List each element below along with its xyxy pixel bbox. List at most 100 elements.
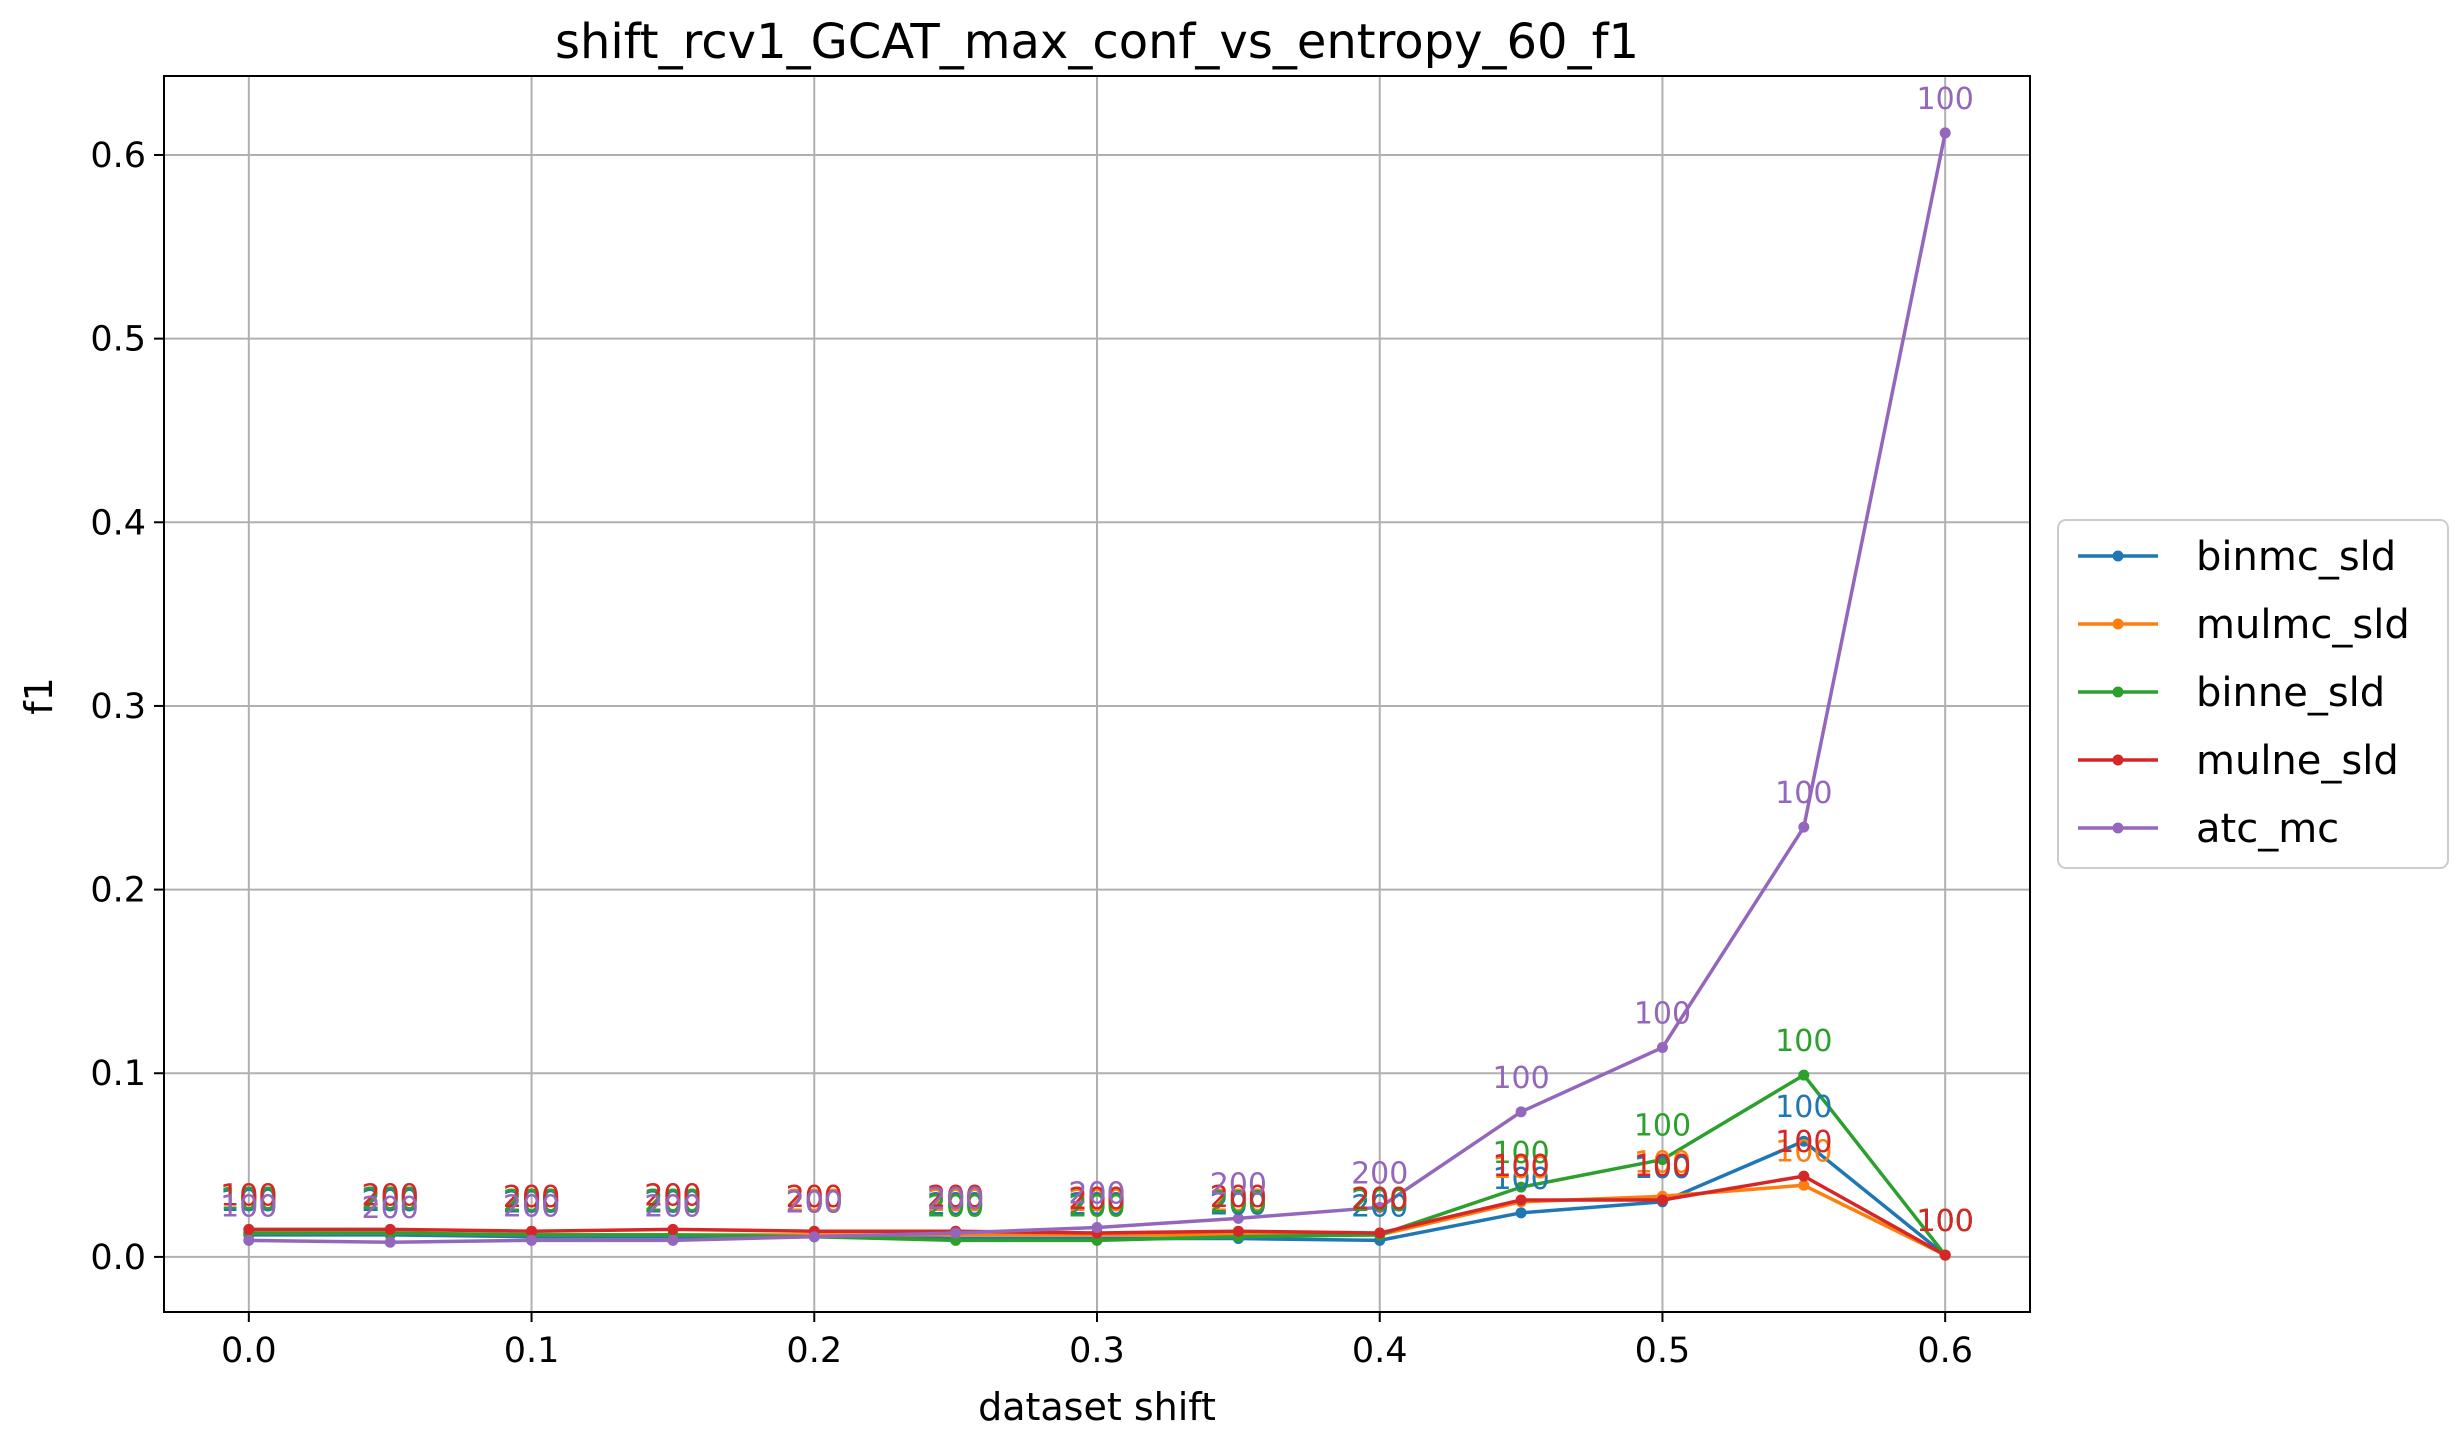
data-point [384,1236,396,1248]
x-tick-label: 0.6 [1917,1331,1973,1371]
point-label: 100 [1775,1090,1832,1125]
x-axis-label: dataset shift [978,1385,1216,1429]
data-point [950,1227,962,1239]
x-tick-label: 0.0 [221,1331,277,1371]
series-atc_mc [243,127,1951,1248]
point-label: 200 [1351,1189,1408,1224]
data-point [1515,1194,1527,1206]
point-label: 200 [362,1184,419,1219]
point-label: 100 [1634,1151,1691,1186]
data-point [243,1223,255,1235]
y-tick-label: 0.3 [90,687,146,727]
y-tick-label: 0.5 [90,320,146,360]
point-label: 100 [1492,1151,1549,1186]
point-label: 100 [220,1182,277,1217]
data-point [526,1234,538,1246]
point-label: 100 [1775,776,1832,811]
point-label: 200 [503,1189,560,1224]
data-point [1798,821,1810,833]
y-tick-label: 0.4 [90,503,146,543]
point-label: 200 [644,1178,701,1213]
data-point [1656,1194,1668,1206]
point-label: 200 [1068,1184,1125,1219]
y-tick-label: 0.2 [90,871,146,911]
data-point [526,1225,538,1237]
data-point [1515,1181,1527,1193]
point-label: 100 [220,1178,277,1213]
data-point [1656,1042,1668,1054]
data-point [1515,1106,1527,1118]
data-point [1232,1212,1244,1224]
point-label: 200 [927,1182,984,1217]
legend-marker [2112,754,2124,766]
x-tick-label: 0.2 [786,1331,842,1371]
legend-label: mulmc_sld [2196,602,2410,648]
x-tick-label: 0.4 [1352,1331,1408,1371]
point-label: 200 [503,1180,560,1215]
point-label: 200 [362,1178,419,1213]
legend-label: mulne_sld [2196,738,2399,784]
point-label: 100 [1492,1136,1549,1171]
legend-item: mulmc_sld [2078,602,2410,648]
point-label: 200 [1351,1182,1408,1217]
x-tick-label: 0.3 [1069,1331,1125,1371]
data-point [808,1231,820,1243]
point-label: 200 [927,1180,984,1215]
point-label: 200 [786,1186,843,1221]
point-label: 200 [503,1186,560,1221]
chart-title: shift_rcv1_GCAT_max_conf_vs_entropy_60_f… [555,14,1639,70]
point-label: 100 [1775,1125,1832,1160]
data-point [1939,127,1951,139]
data-point [1515,1207,1527,1219]
point-label: 200 [644,1184,701,1219]
point-label: 200 [503,1184,560,1219]
point-label: 200 [786,1186,843,1221]
legend-label: atc_mc [2196,806,2339,852]
point-label: 200 [362,1191,419,1226]
legend-item: atc_mc [2078,806,2339,852]
point-label: 200 [1068,1188,1125,1223]
legend-item: mulne_sld [2078,738,2399,784]
point-label: 100 [1634,1109,1691,1144]
point-label: 100 [1492,1162,1549,1197]
legend-label: binne_sld [2196,670,2385,716]
point-label: 200 [362,1182,419,1217]
x-tick-label: 0.1 [504,1331,560,1371]
point-label: 100 [1492,1149,1549,1184]
data-point [1091,1222,1103,1234]
point-label: 200 [644,1184,701,1219]
x-tick-label: 0.5 [1635,1331,1691,1371]
y-tick-label: 0.0 [90,1238,146,1278]
y-axis-ticks: 0.0 0.1 0.2 0.3 0.4 0.5 0.6 [90,136,164,1278]
data-point [1798,1069,1810,1081]
point-label: 100 [1775,1134,1832,1169]
point-label: 200 [1210,1167,1267,1202]
point-label: 200 [1210,1188,1267,1223]
point-label: 100 [1492,1061,1549,1096]
point-label: 100 [1634,1145,1691,1180]
legend-marker [2112,686,2124,698]
point-label: 100 [1917,1204,1974,1239]
legend-box [2057,519,2449,869]
point-label: 100 [1775,1024,1832,1059]
data-point [1374,1227,1386,1239]
point-label: 200 [786,1186,843,1221]
x-axis-ticks: 0.0 0.1 0.2 0.3 0.4 0.5 0.6 [221,1312,1973,1371]
point-label: 200 [1210,1180,1267,1215]
point-label: 200 [927,1188,984,1223]
data-point [384,1223,396,1235]
data-point [243,1234,255,1246]
gridlines [164,76,2030,1312]
point-label: 200 [1068,1189,1125,1224]
point-label: 200 [1210,1184,1267,1219]
legend-item: binne_sld [2078,670,2385,716]
data-point [667,1234,679,1246]
point-label: 100 [220,1189,277,1224]
point-label: 100 [1634,997,1691,1032]
legend: binmc_sld mulmc_sld binne_sld mulne_sld atc_… [2057,519,2449,869]
data-point [1798,1179,1810,1191]
point-label: 200 [1068,1177,1125,1212]
legend-label: binmc_sld [2196,534,2396,580]
